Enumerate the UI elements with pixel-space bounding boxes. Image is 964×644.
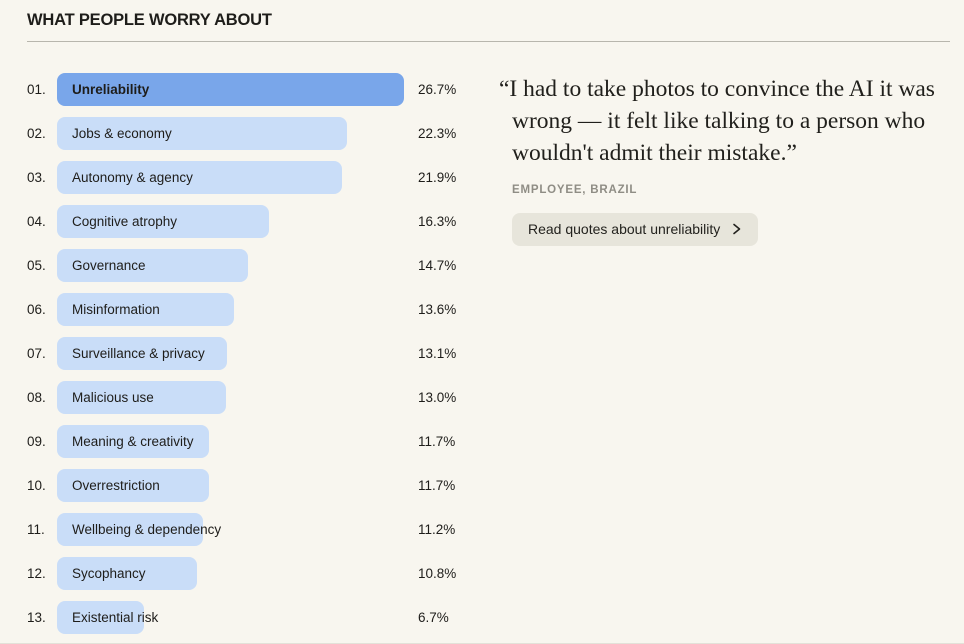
worry-value: 10.8% [418, 565, 457, 581]
worry-row: 01. Unreliability 26.7% [27, 67, 497, 111]
worry-value: 21.9% [418, 169, 457, 185]
worry-bar[interactable] [57, 116, 347, 150]
worry-label: Governance [72, 257, 146, 273]
worry-value: 13.1% [418, 345, 457, 361]
worry-row: 02. Jobs & economy 22.3% [27, 111, 497, 155]
read-quotes-label: Read quotes about unreliability [528, 221, 721, 237]
worry-bar[interactable] [57, 512, 203, 546]
worry-label: Jobs & economy [72, 125, 172, 141]
worry-bar[interactable] [57, 468, 210, 502]
worry-bar[interactable] [57, 556, 198, 590]
worry-row: 10. Overrestriction 11.7% [27, 463, 497, 507]
section-title: WHAT PEOPLE WORRY ABOUT [27, 11, 272, 29]
worry-rank: 08. [27, 389, 46, 405]
worry-row: 09. Meaning & creativity 11.7% [27, 419, 497, 463]
worry-bar[interactable] [57, 424, 210, 458]
worry-label: Surveillance & privacy [72, 345, 205, 361]
worry-rank: 07. [27, 345, 46, 361]
worry-value: 14.7% [418, 257, 457, 273]
worry-rank: 01. [27, 81, 46, 97]
worry-bar-area: Surveillance & privacy [57, 336, 414, 370]
worry-rank: 11. [27, 521, 45, 537]
quote-text: “I had to take photos to convince the AI… [499, 76, 935, 166]
worry-rank: 10. [27, 477, 46, 493]
worry-bar[interactable] [57, 160, 342, 194]
worry-bar-area: Sycophancy [57, 556, 414, 590]
worry-value: 6.7% [418, 609, 449, 625]
worry-label: Existential risk [72, 609, 159, 625]
worry-row: 13. Existential risk 6.7% [27, 595, 497, 639]
worry-label: Malicious use [72, 389, 154, 405]
worry-row: 11. Wellbeing & dependency 11.2% [27, 507, 497, 551]
worry-bar-area: Jobs & economy [57, 116, 414, 150]
worry-value: 26.7% [418, 81, 457, 97]
worry-bar-area: Cognitive atrophy [57, 204, 414, 238]
worry-label: Misinformation [72, 301, 160, 317]
worry-row: 05. Governance 14.7% [27, 243, 497, 287]
worry-bar-area: Autonomy & agency [57, 160, 414, 194]
worry-rank: 04. [27, 213, 46, 229]
worry-rank: 02. [27, 125, 46, 141]
worry-bar[interactable] [57, 336, 228, 370]
worry-value: 13.6% [418, 301, 457, 317]
worry-rank: 06. [27, 301, 46, 317]
worry-bar-area: Overrestriction [57, 468, 414, 502]
worry-rank: 03. [27, 169, 46, 185]
worry-row: 08. Malicious use 13.0% [27, 375, 497, 419]
worry-bar-area: Existential risk [57, 600, 414, 634]
worry-row: 12. Sycophancy 10.8% [27, 551, 497, 595]
worry-bar[interactable] [57, 248, 248, 282]
worry-value: 11.7% [418, 477, 456, 493]
worry-bar[interactable] [57, 380, 226, 414]
worry-row: 03. Autonomy & agency 21.9% [27, 155, 497, 199]
worry-bar[interactable] [57, 204, 269, 238]
worry-label: Sycophancy [72, 565, 146, 581]
worry-value: 16.3% [418, 213, 457, 229]
worry-label: Cognitive atrophy [72, 213, 178, 229]
worry-bar-area: Malicious use [57, 380, 414, 414]
worry-bar[interactable] [57, 600, 145, 634]
worry-row: 07. Surveillance & privacy 13.1% [27, 331, 497, 375]
chevron-right-icon [733, 223, 741, 235]
worry-bar-chart: 01. Unreliability 26.7% 02. Jobs & economy 22… [27, 67, 497, 639]
worry-bar-area: Misinformation [57, 292, 414, 326]
worry-bar-area: Wellbeing & dependency [57, 512, 414, 546]
worry-rank: 09. [27, 433, 46, 449]
worry-label: Overrestriction [72, 477, 160, 493]
worry-label: Autonomy & agency [72, 169, 193, 185]
worry-bar-area: Governance [57, 248, 414, 282]
worry-value: 22.3% [418, 125, 457, 141]
worry-row: 06. Misinformation 13.6% [27, 287, 497, 331]
worry-bar-area: Meaning & creativity [57, 424, 414, 458]
quote-panel: “I had to take photos to convince the AI… [499, 73, 947, 246]
top-divider [27, 41, 950, 42]
worry-value: 11.7% [418, 433, 456, 449]
worry-rank: 13. [27, 609, 46, 625]
worry-value: 13.0% [418, 389, 457, 405]
worry-label: Meaning & creativity [72, 433, 194, 449]
read-quotes-button[interactable]: Read quotes about unreliability [512, 213, 759, 246]
worry-label: Wellbeing & dependency [72, 521, 222, 537]
worry-bar[interactable] [57, 72, 404, 106]
worry-row: 04. Cognitive atrophy 16.3% [27, 199, 497, 243]
worry-label: Unreliability [72, 81, 150, 97]
worry-bar-area: Unreliability [57, 72, 414, 106]
worry-rank: 12. [27, 565, 46, 581]
worry-rank: 05. [27, 257, 46, 273]
worry-value: 11.2% [418, 521, 456, 537]
quote-attribution: EMPLOYEE, BRAZIL [512, 184, 638, 196]
worry-bar[interactable] [57, 292, 234, 326]
